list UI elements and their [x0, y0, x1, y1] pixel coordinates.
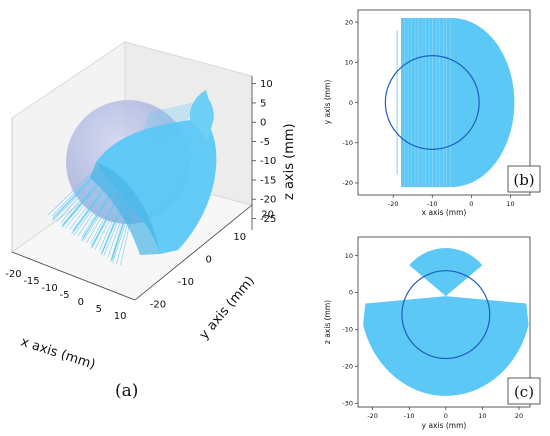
y-tick-label-3d: 10	[233, 232, 246, 243]
x-tick-label-3d: -5	[60, 290, 70, 301]
beam-edge-lines-b	[396, 18, 451, 187]
y-tick-label-3d: -20	[150, 300, 166, 311]
x-tick-label-3d: 5	[96, 304, 102, 315]
z-tick-label-3d: 5	[260, 98, 266, 109]
beam-body-3d	[96, 96, 217, 255]
y-tick-label: -10	[342, 139, 353, 147]
y-axis-label-b: y axis (mm)	[323, 80, 332, 125]
y-tick-label: 0	[349, 99, 353, 107]
beam-cap-3d	[189, 90, 214, 140]
x-tick-label-3d: -15	[23, 276, 39, 287]
reference-circle-c	[401, 270, 491, 360]
y-tick-label: 0	[349, 289, 353, 297]
x-tick-label: 10	[478, 412, 486, 420]
panel-label-c: (c)	[514, 383, 534, 401]
y-tick-label: -20	[342, 179, 353, 187]
x-axis-label-3d: x axis (mm)	[19, 335, 97, 373]
beam-upper-wedge-c	[409, 248, 483, 297]
x-tick-label-3d: -20	[5, 269, 21, 280]
x-tick-label-3d: 10	[114, 311, 127, 322]
panel-label-a: (a)	[115, 381, 138, 401]
reference-circle-b	[384, 54, 480, 151]
x-tick-label: 0	[444, 412, 448, 420]
y-tick-label: -20	[342, 363, 353, 371]
panel-b-xy-projection: -20 -10 0 10 20 10 0 -10 -20 x axis (mm) y axis …	[323, 9, 541, 217]
y-tick-label-3d: -10	[178, 277, 194, 288]
y-tick-label-3d: 0	[206, 255, 212, 266]
x-tick-label: -10	[427, 200, 438, 208]
beam-shadow-3d	[90, 162, 160, 255]
x-tick-label: 10	[506, 200, 514, 208]
x-tick-label: 20	[515, 412, 523, 420]
z-tick-label-3d: 10	[260, 79, 273, 90]
z-tick-label-3d: -15	[260, 175, 276, 186]
y-tick-label: -30	[342, 400, 353, 408]
beam-lower-region-c	[363, 296, 529, 396]
y-tick-label: 10	[345, 252, 353, 260]
z-tick-label-3d: -20	[260, 195, 276, 206]
x-axis-label-c: y axis (mm)	[422, 421, 467, 430]
y-axis-label-c: z axis (mm)	[323, 300, 332, 344]
z-axis-label-3d: z axis (mm)	[282, 123, 297, 200]
beam-region-b	[401, 18, 515, 187]
y-tick-label: 10	[345, 59, 353, 67]
x-tick-label: -20	[367, 412, 378, 420]
z-tick-label-3d: -25	[260, 214, 276, 225]
panel-c-yz-projection: -20 -10 0 10 20 10 0 -10 -20 -30 y axis (mm) z ax…	[323, 236, 541, 430]
z-tick-label-3d: -10	[260, 156, 276, 167]
x-tick-label: -20	[388, 200, 399, 208]
y-tick-label: 20	[345, 18, 353, 26]
x-axis-label-b: x axis (mm)	[422, 208, 467, 217]
y-tick-label-3d: 20	[261, 209, 274, 220]
z-tick-label-3d: -5	[260, 137, 270, 148]
y-tick-label: -10	[342, 326, 353, 334]
y-axis-label-3d: y axis (mm)	[197, 274, 258, 343]
x-tick-label-3d: -10	[41, 283, 57, 294]
z-axis-3d: 10 5 0 -5 -10 -15 -20 -25 z axis (mm)	[251, 76, 297, 230]
x-tick-label: -10	[404, 412, 415, 420]
z-tick-label-3d: 0	[260, 118, 266, 129]
x-tick-label: 0	[469, 200, 473, 208]
x-tick-label-3d: 0	[78, 297, 84, 308]
panel-label-b: (b)	[513, 171, 534, 189]
